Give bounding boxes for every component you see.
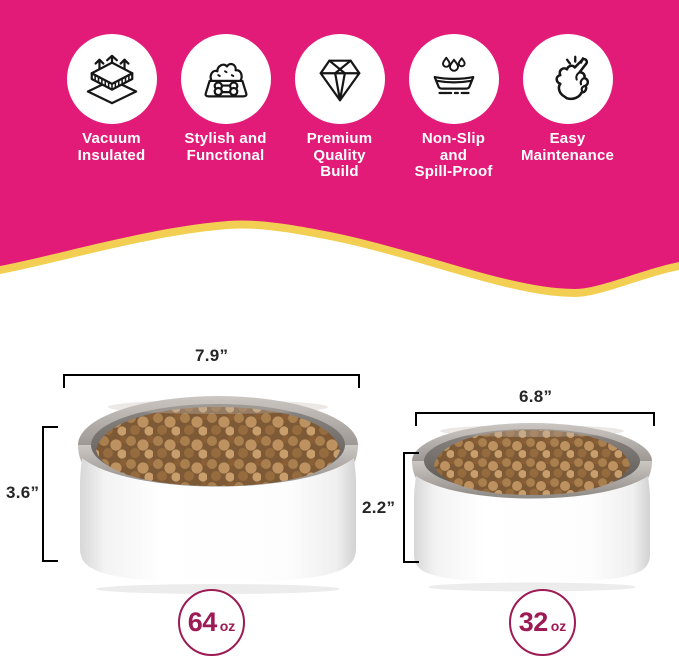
small-bowl-image [412,423,652,592]
feature-stylish-functional: Stylish and Functional [180,34,271,181]
large-bowl-width-bracket [63,374,360,388]
large-bowl-width-label: 7.9” [195,346,229,365]
feature-non-slip: Non-Slip and Spill-Proof [408,34,499,181]
large-bowl-height-bracket [42,426,58,562]
large-bowl-height-label: 3.6” [6,483,40,502]
feature-label: Stylish and Functional [184,130,267,164]
pet-food-bowl-icon [204,62,247,98]
feature-label: Non-Slip and Spill-Proof [414,130,493,180]
capacity-value: 32 [518,607,549,637]
vacuum-insulated-icon [86,54,137,105]
feature-circle [180,34,271,124]
feature-circle [522,34,613,124]
diamond-icon [319,59,360,102]
capacity-unit: oz [219,618,236,634]
feature-circle [294,34,385,124]
feature-label: Premium Quality Build [306,130,373,180]
small-bowl-width-label: 6.8” [519,387,553,406]
capacity-value: 64 [187,607,218,637]
small-bowl-height-label: 2.2” [362,498,396,517]
feature-vacuum-insulated: Vacuum Insulated [66,34,157,181]
feature-easy-maintenance: Easy Maintenance [521,34,614,181]
snap-fingers-icon [554,55,589,101]
wave-pink-band [0,0,679,289]
feature-label: Vacuum Insulated [77,130,146,164]
capacity-unit: oz [550,618,567,634]
large-bowl-capacity-badge: 64 oz [178,589,245,656]
feature-label: Easy Maintenance [520,130,615,164]
small-bowl-capacity-badge: 32 oz [509,589,576,656]
large-bowl-image [78,396,358,594]
small-bowl-width-bracket [415,412,655,426]
hero-wave-background [0,0,679,297]
feature-circle [66,34,157,124]
small-bowl-height-bracket [403,452,419,563]
feature-list: Vacuum Insulated Stylish and Fu [0,34,679,181]
spill-proof-bowl-icon [433,56,474,95]
feature-premium-quality: Premium Quality Build [294,34,385,181]
feature-circle [408,34,499,124]
